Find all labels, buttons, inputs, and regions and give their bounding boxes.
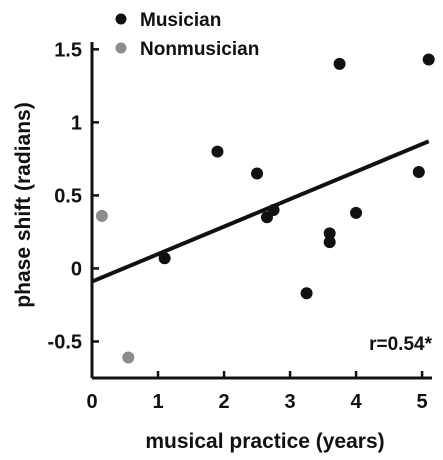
x-tick-label: 0 xyxy=(86,391,97,413)
y-tick-label: 0 xyxy=(71,258,82,280)
plot-area: 0 1 2 3 4 5 -0.5 0 0.5 1 1.5 xyxy=(48,39,435,413)
legend: Musician Nonmusician xyxy=(115,10,259,60)
data-point-nonmusician xyxy=(122,351,135,364)
data-point-musician xyxy=(251,167,264,180)
data-point-musician xyxy=(350,206,363,219)
legend-label-musician: Musician xyxy=(140,10,221,31)
y-tick-label: 1.5 xyxy=(54,39,82,61)
data-point-nonmusician xyxy=(95,209,108,222)
x-tick-label: 5 xyxy=(417,391,428,413)
legend-marker-musician xyxy=(115,13,127,25)
legend-marker-nonmusician xyxy=(115,42,127,54)
x-tick-label: 1 xyxy=(152,391,163,413)
x-tick-label: 3 xyxy=(284,391,295,413)
data-points xyxy=(95,53,435,364)
x-axis-ticks: 0 1 2 3 4 5 xyxy=(86,371,428,413)
y-axis-label: phase shift (radians) xyxy=(12,102,35,307)
regression-line xyxy=(91,139,430,284)
x-tick-label: 2 xyxy=(218,391,229,413)
x-axis-label: musical practice (years) xyxy=(145,430,384,453)
data-point-musician xyxy=(422,53,435,66)
x-tick-label: 4 xyxy=(351,391,363,413)
legend-label-nonmusician: Nonmusician xyxy=(140,39,259,60)
correlation-annotation: r=0.54* xyxy=(369,334,432,355)
y-tick-label: -0.5 xyxy=(48,331,82,353)
data-point-musician xyxy=(158,252,171,265)
data-point-musician xyxy=(267,204,280,216)
y-tick-label: 1 xyxy=(71,112,82,134)
y-axis-ticks: -0.5 0 0.5 1 1.5 xyxy=(48,39,99,353)
data-point-musician xyxy=(412,166,425,179)
data-point-musician xyxy=(333,57,346,70)
data-point-musician xyxy=(323,236,336,249)
y-tick-label: 0.5 xyxy=(54,185,82,207)
data-point-musician xyxy=(211,145,224,158)
data-point-musician xyxy=(323,227,336,240)
data-point-musician xyxy=(300,287,313,300)
